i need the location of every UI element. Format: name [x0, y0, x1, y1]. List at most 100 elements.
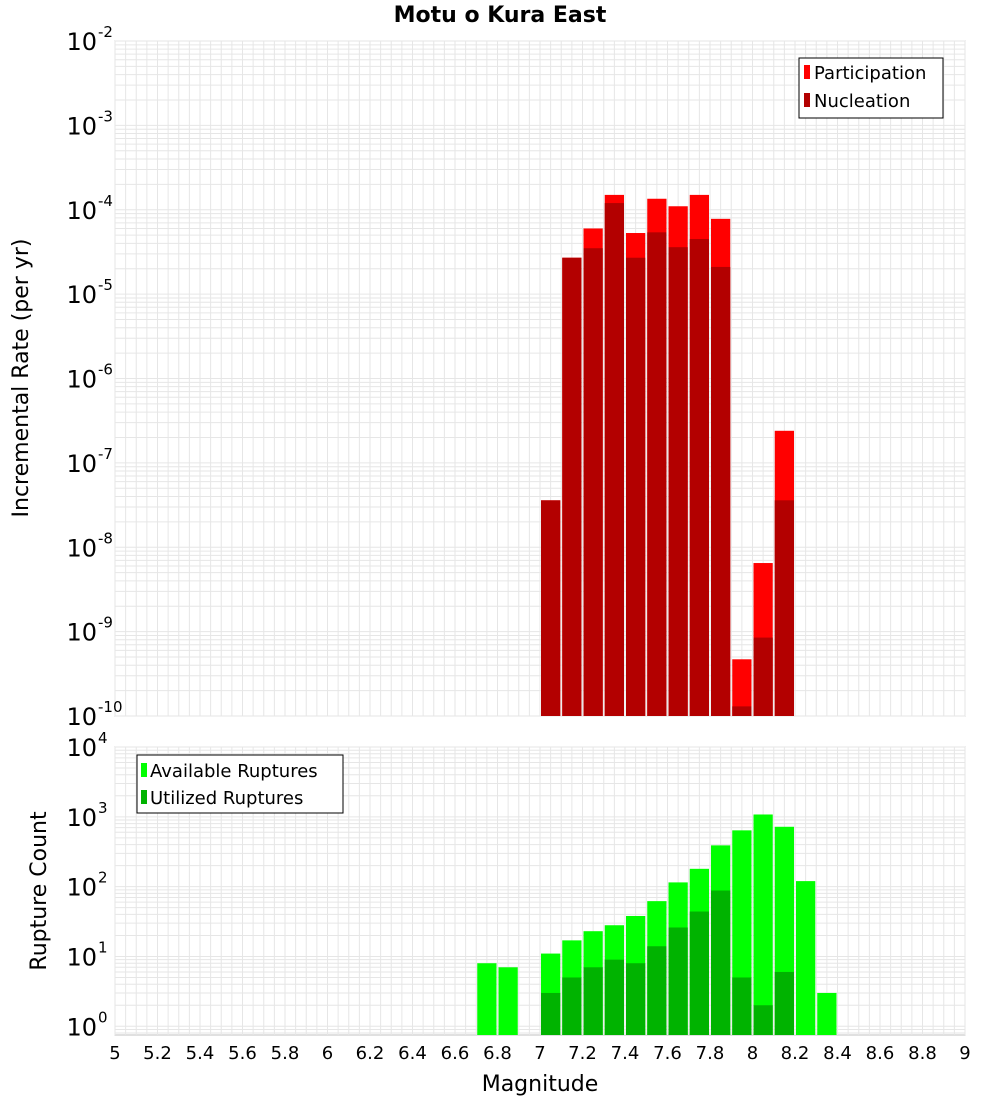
rate-y-tick-exponent: -10: [98, 698, 123, 716]
rate-bar-nucleation: [711, 266, 731, 716]
rate-y-tick-label: 10: [66, 703, 97, 731]
rate-y-tick-exponent: -4: [98, 192, 113, 210]
x-tick-label: 8.6: [866, 1043, 895, 1064]
legend-label-participation: Participation: [814, 63, 926, 84]
legend-swatch-available: [141, 763, 147, 777]
x-tick-label: 6.4: [398, 1043, 427, 1064]
count-y-axis-title: Rupture Count: [27, 811, 52, 971]
x-tick-label: 7: [534, 1043, 545, 1064]
rate-y-tick-exponent: -3: [98, 107, 113, 125]
count-legend-box: [136, 754, 344, 814]
legend-swatch-utilized: [141, 790, 147, 804]
rate-bar-nucleation: [774, 500, 794, 716]
count-bar-available-ruptures: [796, 881, 816, 1035]
x-tick-label: 7.6: [653, 1043, 682, 1064]
legend-swatch-nucleation: [804, 93, 810, 107]
rate-bar-nucleation: [647, 232, 667, 716]
x-tick-label: 7.2: [568, 1043, 597, 1064]
rate-bar-nucleation: [732, 706, 752, 716]
x-tick-label: 6.6: [441, 1043, 470, 1064]
count-bar-utilized-ruptures: [668, 927, 688, 1035]
x-tick-label: 9: [959, 1043, 970, 1064]
rate-bar-nucleation: [562, 257, 582, 716]
rate-y-tick-exponent: -5: [98, 276, 113, 294]
count-legend: Available Ruptures Utilized Ruptures: [136, 754, 344, 814]
x-tick-label: 7.8: [696, 1043, 725, 1064]
count-y-tick-label: 10: [66, 734, 97, 762]
rate-y-tick-exponent: -6: [98, 361, 113, 379]
rate-bar-nucleation: [668, 247, 688, 716]
count-y-tick-label: 10: [66, 1013, 97, 1041]
rate-y-tick-exponent: -7: [98, 445, 113, 463]
x-tick-label: 6.2: [356, 1043, 385, 1064]
rate-y-tick-label: 10: [66, 197, 97, 225]
count-y-tick-label: 10: [66, 804, 97, 832]
rate-y-tick-label: 10: [66, 534, 97, 562]
count-y-tick-exponent: 3: [98, 799, 108, 817]
count-bar-utilized-ruptures: [647, 946, 667, 1035]
count-bar-available-ruptures: [477, 963, 497, 1035]
count-bar-utilized-ruptures: [689, 911, 709, 1035]
count-bar-utilized-ruptures: [753, 1005, 773, 1035]
x-tick-label: 5.8: [271, 1043, 300, 1064]
rate-bar-nucleation: [689, 239, 709, 716]
rate-grid: [114, 40, 966, 717]
rate-y-tick-exponent: -9: [98, 614, 113, 632]
x-tick-label: 8: [747, 1043, 758, 1064]
x-tick-label: 6: [322, 1043, 333, 1064]
count-bar-utilized-ruptures: [774, 971, 794, 1035]
x-tick-label: 5.4: [186, 1043, 215, 1064]
rate-y-tick-label: 10: [66, 619, 97, 647]
x-tick-label: 6.8: [483, 1043, 512, 1064]
x-tick-label: 8.2: [781, 1043, 810, 1064]
count-bar-available-ruptures: [498, 967, 518, 1035]
count-y-tick-exponent: 0: [98, 1008, 108, 1026]
legend-label-available: Available Ruptures: [150, 761, 318, 782]
legend-label-nucleation: Nucleation: [814, 91, 910, 112]
count-y-tick-exponent: 2: [98, 869, 108, 887]
count-bar-utilized-ruptures: [583, 967, 603, 1035]
count-bar-utilized-ruptures: [562, 977, 582, 1035]
legend-swatch-participation: [804, 65, 810, 79]
count-bar-available-ruptures: [753, 814, 773, 1035]
x-tick-label: 5: [109, 1043, 120, 1064]
rate-y-tick-label: 10: [66, 366, 97, 394]
rate-bar-nucleation: [626, 257, 646, 716]
x-tick-label: 8.8: [908, 1043, 937, 1064]
rate-bar-nucleation: [753, 637, 773, 716]
count-bar-utilized-ruptures: [711, 890, 731, 1035]
count-bar-utilized-ruptures: [626, 963, 646, 1035]
x-tick-label: 7.4: [611, 1043, 640, 1064]
x-tick-label: 5.2: [143, 1043, 172, 1064]
count-y-tick-label: 10: [66, 943, 97, 971]
rate-y-tick-label: 10: [66, 28, 97, 56]
count-bar-utilized-ruptures: [732, 977, 752, 1035]
count-bars: [477, 814, 837, 1035]
x-tick-label: 5.6: [228, 1043, 257, 1064]
count-bar-utilized-ruptures: [541, 992, 561, 1035]
chart-title: Motu o Kura East: [394, 3, 607, 28]
rate-y-tick-label: 10: [66, 281, 97, 309]
count-y-tick-exponent: 4: [98, 729, 108, 747]
x-axis-title: Magnitude: [482, 1072, 599, 1097]
rate-bar-nucleation: [583, 248, 603, 717]
rate-legend: Participation Nucleation: [798, 57, 944, 119]
rate-bars: [541, 194, 794, 717]
count-y-tick-label: 10: [66, 874, 97, 902]
legend-label-utilized: Utilized Ruptures: [150, 788, 303, 809]
rate-bar-participation: [732, 659, 752, 716]
rate-y-tick-label: 10: [66, 112, 97, 140]
rate-y-tick-label: 10: [66, 450, 97, 478]
x-axis-ticks: 5 5.2 5.4 5.6 5.8 6 6.2 6.4 6.6 6.8 7 7.2 7.4 7.6 7.8 8…: [109, 1043, 970, 1064]
rate-bar-nucleation: [541, 500, 561, 716]
rate-y-tick-exponent: -2: [98, 23, 113, 41]
rate-bar-nucleation: [604, 203, 624, 716]
count-bar-available-ruptures: [817, 992, 837, 1035]
x-tick-label: 8.4: [823, 1043, 852, 1064]
rate-y-tick-exponent: -8: [98, 529, 113, 547]
